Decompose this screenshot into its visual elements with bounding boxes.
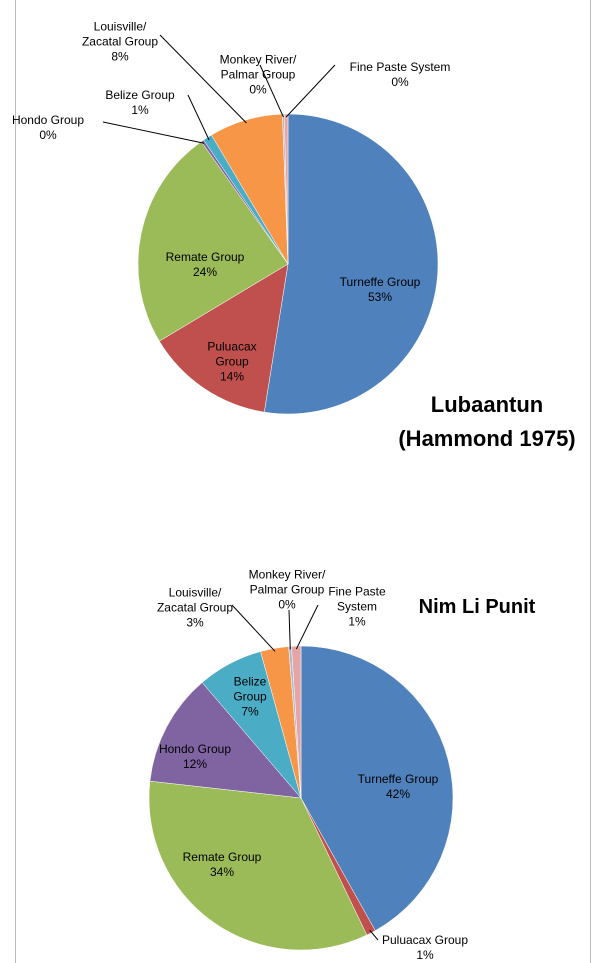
- chart-title: Lubaantun (Hammond 1975): [398, 392, 576, 451]
- slice-label: Monkey River/ Palmar Group 0%: [237, 568, 337, 613]
- category-name: Belize Group: [233, 674, 267, 704]
- value-label: 34%: [209, 865, 235, 879]
- category-name: Remate Group: [182, 850, 262, 864]
- value-label: 3%: [186, 615, 204, 630]
- value-label: 7%: [241, 704, 259, 719]
- category-name: Turneffe Group: [357, 772, 439, 786]
- leader-line: [369, 929, 379, 941]
- category-name: Louisville/ Zacatal Group: [156, 585, 234, 615]
- value-label: 1%: [131, 103, 149, 117]
- slice-label: Turneffe Group 53%: [325, 275, 435, 305]
- category-name: Hondo Group: [11, 113, 85, 127]
- leader-line: [288, 609, 291, 650]
- value-label: 1%: [348, 614, 366, 629]
- chart-title: Nim Li Punit: [418, 596, 536, 618]
- slice-label: Remate Group 34%: [167, 850, 277, 880]
- category-name: Fine Paste System: [328, 584, 386, 614]
- category-name: Monkey River/ Palmar Group: [219, 52, 297, 82]
- slice-label: Hondo Group 12%: [140, 742, 250, 772]
- slice-label: Monkey River/ Palmar Group 0%: [213, 53, 303, 98]
- value-label: 24%: [192, 265, 218, 279]
- category-name: Monkey River/ Palmar Group: [248, 567, 326, 597]
- value-label: 1%: [416, 948, 434, 962]
- leader-line: [295, 604, 319, 650]
- leader-line: [159, 34, 247, 124]
- leader-line: [259, 64, 284, 118]
- pie-slice: [300, 645, 454, 931]
- category-name: Remate Group: [165, 250, 245, 264]
- category-name: Puluacax Group: [207, 339, 257, 369]
- leader-line: [187, 94, 210, 141]
- category-name: Turneffe Group: [339, 275, 421, 289]
- value-label: 0%: [278, 597, 296, 612]
- slice-label: Puluacax Group 14%: [197, 340, 267, 385]
- leader-line: [231, 604, 276, 652]
- slice-label: Belize Group 1%: [100, 88, 180, 118]
- slice-label: Turneffe Group 42%: [343, 772, 453, 802]
- slice-label: Fine Paste System 1%: [317, 585, 397, 630]
- category-name: Louisville/ Zacatal Group: [81, 19, 159, 49]
- slice-label: Louisville/ Zacatal Group 3%: [150, 586, 240, 631]
- slice-label: Hondo Group 0%: [8, 113, 88, 143]
- slice-label: Puluacax Group 1%: [370, 933, 480, 963]
- value-label: 53%: [367, 290, 393, 304]
- pie-slice: [284, 113, 289, 265]
- category-name: Belize Group: [105, 88, 175, 102]
- slice-label: Fine Paste System 0%: [335, 60, 465, 90]
- value-label: 12%: [182, 757, 208, 771]
- leader-line: [102, 121, 205, 144]
- leader-line: [285, 64, 336, 118]
- pie-slice: [137, 141, 289, 342]
- value-label: 14%: [219, 369, 245, 384]
- slice-label: Remate Group 24%: [150, 250, 260, 280]
- value-label: 0%: [391, 75, 409, 89]
- value-label: 0%: [249, 82, 267, 97]
- pie-slice: [149, 682, 302, 799]
- value-label: 8%: [111, 49, 129, 64]
- pie-slice: [148, 780, 368, 951]
- slice-label: Louisville/ Zacatal Group 8%: [80, 20, 160, 65]
- slice-label: Belize Group 7%: [220, 675, 280, 720]
- category-name: Fine Paste System: [349, 60, 451, 74]
- category-name: Hondo Group: [158, 742, 232, 756]
- category-name: Puluacax Group: [381, 933, 469, 947]
- pie-slice: [291, 645, 302, 799]
- pie-slice: [263, 113, 439, 415]
- pie-slice: [159, 263, 289, 413]
- value-label: 42%: [385, 787, 411, 801]
- value-label: 0%: [39, 128, 57, 142]
